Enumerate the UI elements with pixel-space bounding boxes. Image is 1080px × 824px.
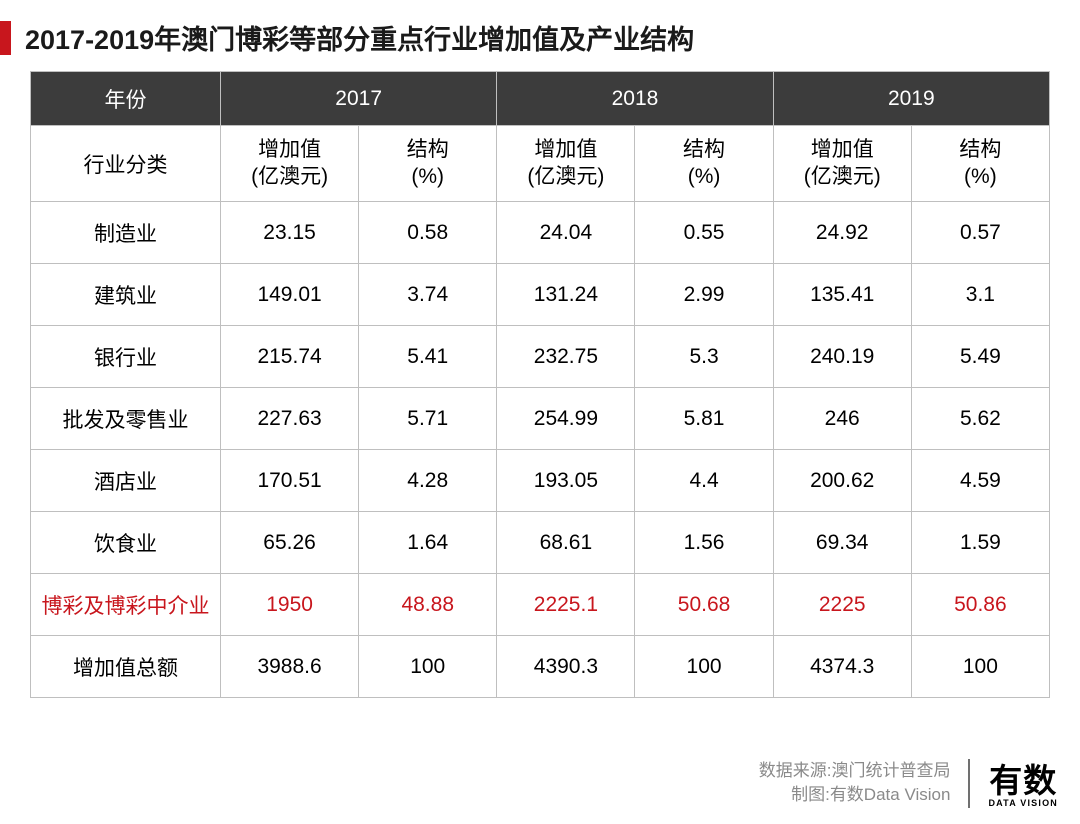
logo-bottom: DATA VISION: [988, 799, 1058, 808]
header-category-label: 行业分类: [31, 126, 221, 202]
cell-v2019: 240.19: [773, 326, 911, 388]
logo: 有数 DATA VISION: [988, 764, 1058, 808]
cell-p2019: 3.1: [911, 264, 1049, 326]
row-label: 批发及零售业: [31, 388, 221, 450]
cell-v2018: 193.05: [497, 450, 635, 512]
cell-v2018: 232.75: [497, 326, 635, 388]
table-row: 博彩及博彩中介业195048.882225.150.68222550.86: [31, 574, 1050, 636]
cell-p2018: 2.99: [635, 264, 773, 326]
table-body: 行业分类 增加值(亿澳元) 结构(%) 增加值(亿澳元) 结构(%) 增加值(亿…: [31, 126, 1050, 698]
cell-p2019: 0.57: [911, 202, 1049, 264]
cell-p2017: 100: [359, 636, 497, 698]
cell-v2017: 227.63: [221, 388, 359, 450]
row-label: 饮食业: [31, 512, 221, 574]
cell-p2019: 1.59: [911, 512, 1049, 574]
cell-p2018: 1.56: [635, 512, 773, 574]
cell-p2018: 4.4: [635, 450, 773, 512]
title-accent: [0, 21, 11, 55]
cell-p2017: 5.71: [359, 388, 497, 450]
table-row: 制造业23.150.5824.040.5524.920.57: [31, 202, 1050, 264]
table-row: 银行业215.745.41232.755.3240.195.49: [31, 326, 1050, 388]
cell-v2018: 2225.1: [497, 574, 635, 636]
cell-v2018: 254.99: [497, 388, 635, 450]
cell-v2017: 23.15: [221, 202, 359, 264]
cell-v2018: 68.61: [497, 512, 635, 574]
cell-p2018: 100: [635, 636, 773, 698]
cell-p2019: 5.62: [911, 388, 1049, 450]
cell-v2019: 2225: [773, 574, 911, 636]
source-label: 数据来源:: [759, 761, 832, 780]
cell-p2017: 4.28: [359, 450, 497, 512]
header-year-label: 年份: [31, 72, 221, 126]
industry-table: 年份 2017 2018 2019 行业分类 增加值(亿澳元) 结构(%) 增加…: [30, 71, 1050, 698]
cell-v2019: 69.34: [773, 512, 911, 574]
row-label: 制造业: [31, 202, 221, 264]
table-row: 饮食业65.261.6468.611.5669.341.59: [31, 512, 1050, 574]
row-label: 建筑业: [31, 264, 221, 326]
table-row: 建筑业149.013.74131.242.99135.413.1: [31, 264, 1050, 326]
cell-p2017: 1.64: [359, 512, 497, 574]
cell-p2018: 5.3: [635, 326, 773, 388]
cell-p2018: 0.55: [635, 202, 773, 264]
header-year-2019: 2019: [773, 72, 1049, 126]
title-bar: 2017-2019年澳门博彩等部分重点行业增加值及产业结构: [0, 0, 1080, 71]
subheader-value-2017: 增加值(亿澳元): [221, 126, 359, 202]
chart-value: 有数Data Vision: [830, 785, 951, 804]
table-container: 年份 2017 2018 2019 行业分类 增加值(亿澳元) 结构(%) 增加…: [0, 71, 1080, 698]
row-label: 银行业: [31, 326, 221, 388]
table-row: 批发及零售业227.635.71254.995.812465.62: [31, 388, 1050, 450]
row-label: 增加值总额: [31, 636, 221, 698]
subheader-value-2019: 增加值(亿澳元): [773, 126, 911, 202]
chart-label: 制图:: [791, 785, 830, 804]
cell-p2018: 50.68: [635, 574, 773, 636]
cell-p2019: 5.49: [911, 326, 1049, 388]
subheader-pct-2017: 结构(%): [359, 126, 497, 202]
cell-p2019: 4.59: [911, 450, 1049, 512]
footer: 数据来源:澳门统计普查局 制图:有数Data Vision 有数 DATA VI…: [759, 759, 1058, 808]
row-label: 酒店业: [31, 450, 221, 512]
cell-v2017: 65.26: [221, 512, 359, 574]
subheader-pct-2018: 结构(%): [635, 126, 773, 202]
page-title: 2017-2019年澳门博彩等部分重点行业增加值及产业结构: [25, 18, 694, 57]
cell-v2019: 4374.3: [773, 636, 911, 698]
cell-v2017: 215.74: [221, 326, 359, 388]
header-year-2017: 2017: [221, 72, 497, 126]
cell-v2017: 3988.6: [221, 636, 359, 698]
subheader-value-2018: 增加值(亿澳元): [497, 126, 635, 202]
table-row: 酒店业170.514.28193.054.4200.624.59: [31, 450, 1050, 512]
row-label: 博彩及博彩中介业: [31, 574, 221, 636]
source-value: 澳门统计普查局: [831, 761, 950, 780]
footer-credits: 数据来源:澳门统计普查局 制图:有数Data Vision: [759, 759, 971, 808]
cell-p2017: 0.58: [359, 202, 497, 264]
cell-p2018: 5.81: [635, 388, 773, 450]
cell-p2017: 3.74: [359, 264, 497, 326]
cell-v2017: 170.51: [221, 450, 359, 512]
cell-v2019: 246: [773, 388, 911, 450]
cell-v2019: 200.62: [773, 450, 911, 512]
cell-v2017: 149.01: [221, 264, 359, 326]
sub-header-row: 行业分类 增加值(亿澳元) 结构(%) 增加值(亿澳元) 结构(%) 增加值(亿…: [31, 126, 1050, 202]
table-header: 年份 2017 2018 2019: [31, 72, 1050, 126]
table-row: 增加值总额3988.61004390.31004374.3100: [31, 636, 1050, 698]
cell-v2018: 4390.3: [497, 636, 635, 698]
cell-p2019: 100: [911, 636, 1049, 698]
cell-p2019: 50.86: [911, 574, 1049, 636]
subheader-pct-2019: 结构(%): [911, 126, 1049, 202]
cell-v2018: 24.04: [497, 202, 635, 264]
cell-v2018: 131.24: [497, 264, 635, 326]
logo-top: 有数: [989, 764, 1057, 797]
cell-v2019: 135.41: [773, 264, 911, 326]
cell-v2019: 24.92: [773, 202, 911, 264]
cell-p2017: 48.88: [359, 574, 497, 636]
header-year-2018: 2018: [497, 72, 773, 126]
cell-p2017: 5.41: [359, 326, 497, 388]
cell-v2017: 1950: [221, 574, 359, 636]
